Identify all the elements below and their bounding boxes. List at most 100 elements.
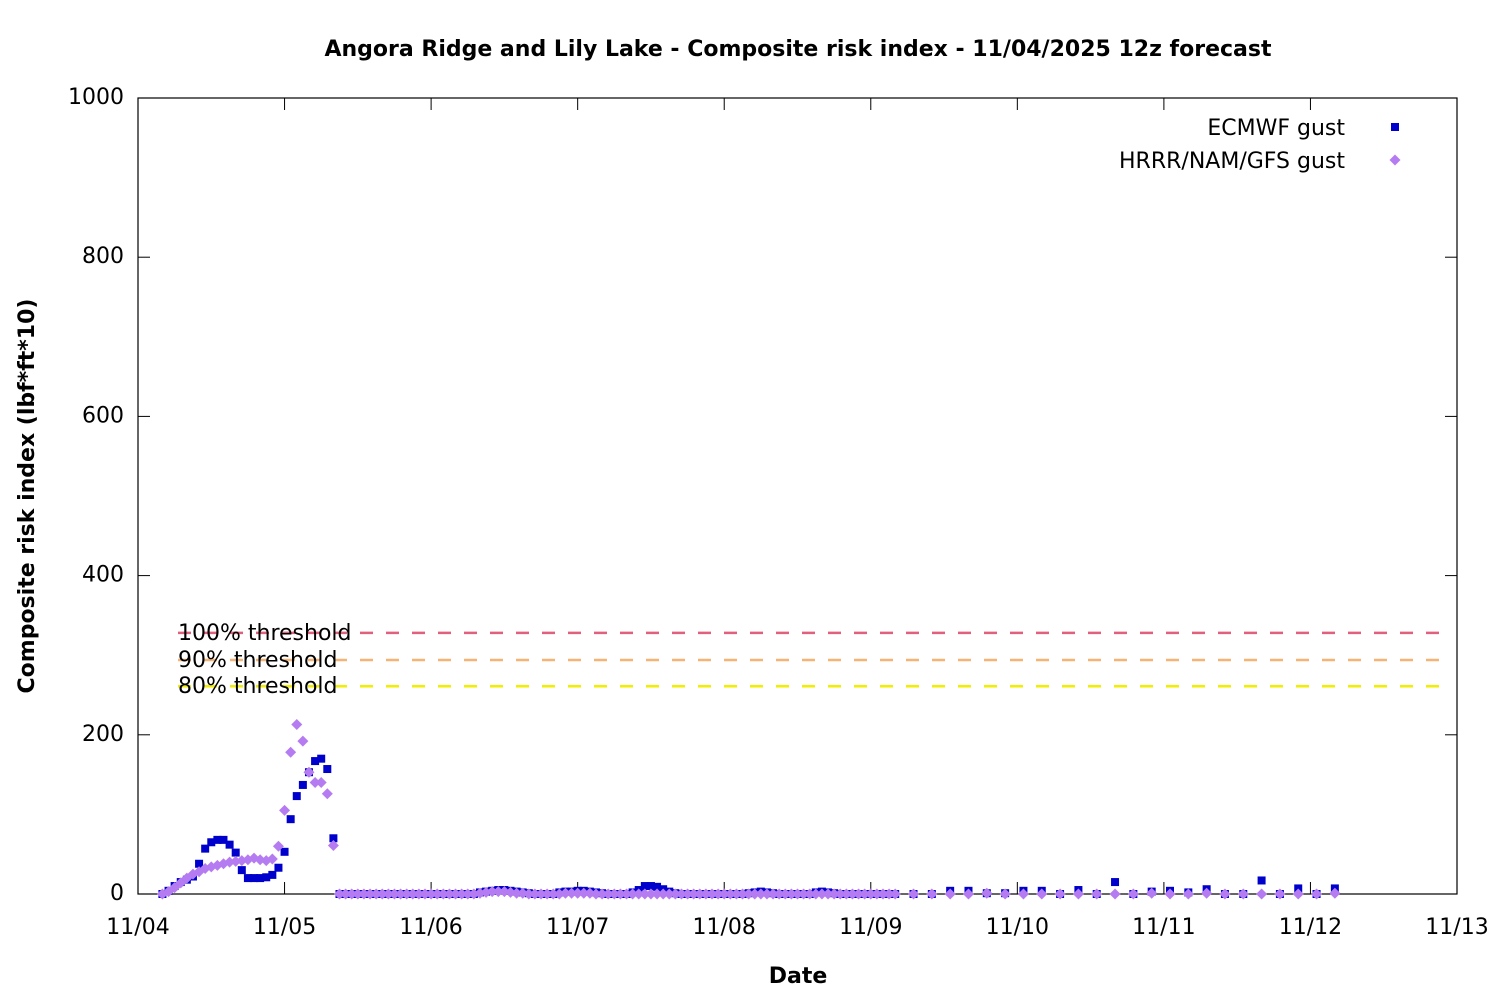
data-point [285, 746, 297, 758]
y-tick-label: 800 [82, 244, 124, 269]
threshold-label: 100% threshold [178, 621, 352, 646]
data-point [248, 852, 260, 864]
data-point [792, 888, 803, 900]
data-point [243, 874, 252, 883]
data-point [413, 888, 425, 900]
data-point [395, 888, 407, 900]
data-point [1127, 888, 1139, 900]
data-point [889, 888, 901, 900]
data-point [541, 888, 553, 900]
data-point [401, 888, 413, 900]
legend-marker [1391, 123, 1399, 131]
data-point [250, 874, 259, 883]
data-point [279, 804, 291, 816]
data-point [871, 888, 883, 900]
data-point [640, 882, 649, 891]
data-point [926, 888, 938, 900]
data-point [999, 888, 1011, 900]
data-point [761, 888, 773, 900]
data-point [621, 888, 633, 900]
data-point [1274, 888, 1286, 900]
data-point [700, 888, 712, 900]
data-point [883, 888, 895, 900]
data-point [578, 887, 590, 899]
x-tick-label: 11/13 [1425, 915, 1488, 940]
y-tick-label: 200 [82, 722, 124, 747]
data-point [303, 766, 315, 778]
data-point [669, 888, 681, 900]
data-point [706, 888, 718, 900]
data-point [272, 840, 284, 852]
data-point [364, 888, 376, 900]
y-tick-label: 1000 [68, 85, 124, 110]
data-point [810, 888, 822, 900]
data-point [1182, 888, 1194, 900]
data-point [737, 888, 749, 900]
data-point [431, 888, 443, 900]
data-point [694, 888, 706, 900]
x-tick-label: 11/04 [106, 915, 169, 940]
data-point [1311, 888, 1323, 900]
data-point [785, 888, 797, 900]
data-point [195, 859, 204, 868]
x-tick-label: 11/06 [399, 915, 462, 940]
data-point [274, 863, 283, 872]
data-point [297, 735, 309, 747]
x-tick-label: 11/11 [1132, 915, 1195, 940]
data-point [213, 835, 222, 844]
data-point [718, 888, 730, 900]
y-tick-label: 0 [110, 881, 124, 906]
data-point [614, 888, 626, 900]
data-point [292, 792, 301, 801]
data-point [256, 874, 265, 883]
x-tick-label: 11/05 [253, 915, 316, 940]
data-point [450, 888, 462, 900]
data-point [486, 886, 498, 898]
data-point [1329, 887, 1341, 899]
data-point [840, 888, 852, 900]
y-tick-label: 600 [82, 403, 124, 428]
data-point [376, 888, 388, 900]
data-point [724, 888, 736, 900]
data-point [962, 888, 974, 900]
data-point [358, 888, 370, 900]
data-point [535, 888, 547, 900]
y-tick-label: 400 [82, 563, 124, 588]
data-point [456, 888, 468, 900]
data-point [767, 888, 779, 900]
data-point [437, 888, 449, 900]
data-point [462, 888, 474, 900]
data-point [822, 888, 834, 900]
threshold-label: 90% threshold [178, 648, 338, 673]
data-point [1017, 888, 1029, 900]
x-axis-label: Date [769, 964, 828, 989]
data-point [834, 888, 846, 900]
x-tick-label: 11/12 [1279, 915, 1342, 940]
data-point [266, 853, 278, 865]
data-point [859, 888, 871, 900]
x-tick-label: 11/09 [839, 915, 902, 940]
data-point [1109, 888, 1121, 900]
data-point [572, 887, 584, 899]
data-point [853, 888, 865, 900]
x-tick-label: 11/10 [986, 915, 1049, 940]
data-point [334, 888, 346, 900]
data-point [340, 888, 352, 900]
data-point [329, 834, 338, 843]
data-point [749, 888, 761, 900]
data-point [1036, 888, 1048, 900]
data-point [645, 888, 657, 900]
data-point [262, 873, 271, 882]
data-point [1091, 888, 1103, 900]
data-point [657, 888, 669, 900]
data-point [309, 777, 321, 789]
data-point [1201, 887, 1213, 899]
data-point [755, 888, 767, 900]
data-point [268, 870, 277, 879]
data-point [382, 888, 394, 900]
data-point [1219, 888, 1231, 900]
data-point [280, 847, 289, 856]
data-point [559, 887, 571, 899]
data-point [804, 888, 816, 900]
